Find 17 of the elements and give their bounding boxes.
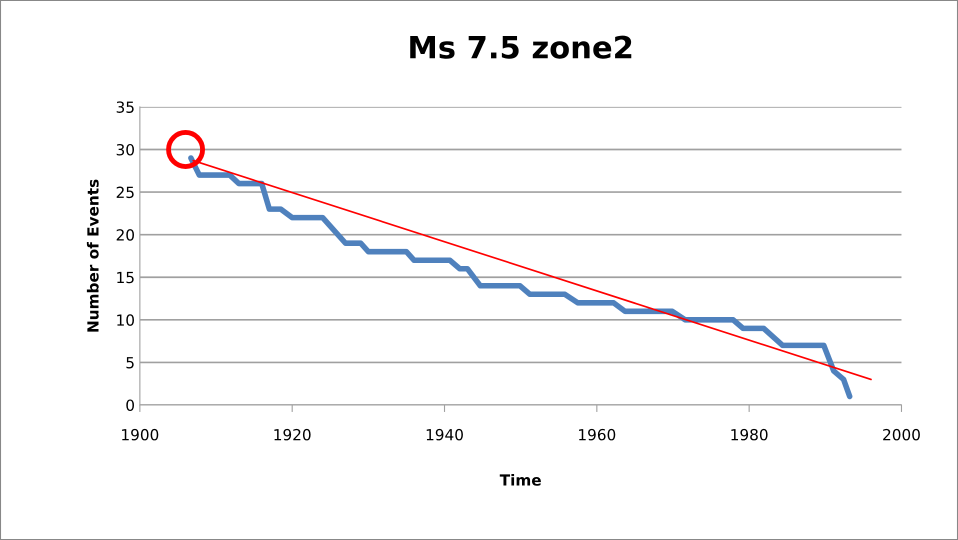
y-tick-label: 20 — [116, 229, 134, 241]
y-tick-label: 5 — [126, 357, 134, 368]
x-tick-label: 1960 — [579, 428, 616, 440]
y-tick-label: 30 — [116, 144, 134, 156]
chart-title: Ms 7.5 zone2 — [410, 36, 632, 59]
x-tick-label: 1900 — [122, 428, 158, 440]
x-tick-label: 1920 — [274, 428, 311, 440]
y-tick-label: 25 — [116, 186, 134, 198]
x-tick-label: 2000 — [883, 428, 920, 440]
y-tick-label: 35 — [116, 101, 134, 113]
y-axis-title: Number of Events — [86, 180, 99, 332]
x-axis-title: Time — [500, 474, 541, 486]
y-tick-label: 10 — [117, 314, 134, 326]
x-tick-label: 1980 — [731, 428, 768, 440]
y-tick-label: 15 — [117, 272, 134, 284]
y-tick-label: 0 — [126, 399, 134, 412]
x-tick-label: 1940 — [426, 428, 463, 440]
